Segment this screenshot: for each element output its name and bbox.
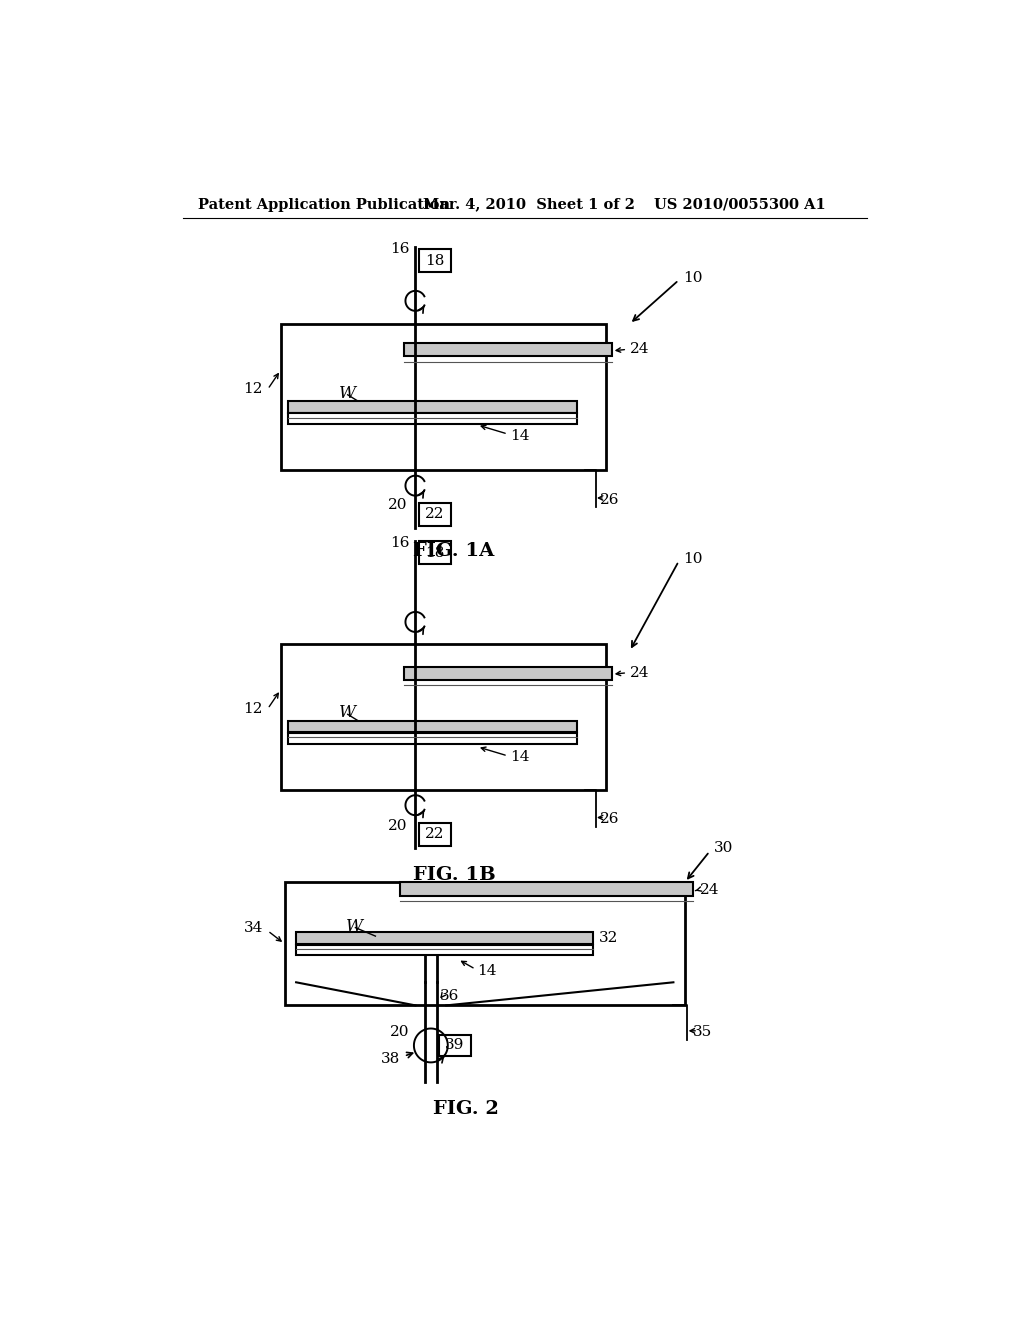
Text: FIG. 1A: FIG. 1A — [414, 543, 495, 560]
Text: 35: 35 — [692, 1026, 712, 1039]
Text: 38: 38 — [381, 1052, 400, 1067]
Text: 14: 14 — [477, 964, 497, 978]
Text: 22: 22 — [425, 828, 444, 841]
Bar — [289, 401, 578, 412]
Text: 14: 14 — [510, 751, 529, 764]
Bar — [296, 932, 593, 944]
Text: US 2010/0055300 A1: US 2010/0055300 A1 — [654, 198, 826, 211]
Text: 22: 22 — [425, 507, 444, 521]
Bar — [296, 945, 593, 956]
Bar — [403, 667, 611, 680]
Bar — [419, 249, 451, 272]
Text: 26: 26 — [600, 492, 620, 507]
Text: 10: 10 — [683, 271, 702, 285]
Text: Patent Application Publication: Patent Application Publication — [199, 198, 451, 211]
Text: 16: 16 — [390, 536, 410, 550]
Bar — [289, 733, 578, 743]
Text: 39: 39 — [445, 1039, 465, 1052]
Text: 24: 24 — [630, 342, 649, 356]
Text: 34: 34 — [244, 921, 263, 936]
Text: 10: 10 — [683, 552, 702, 566]
Text: FIG. 2: FIG. 2 — [432, 1101, 499, 1118]
Text: 12: 12 — [244, 702, 263, 715]
Text: 24: 24 — [700, 883, 720, 896]
Text: 16: 16 — [390, 243, 410, 256]
Text: 20: 20 — [388, 498, 408, 512]
Text: W: W — [339, 384, 355, 401]
Text: W: W — [346, 917, 364, 935]
Bar — [281, 323, 606, 470]
Text: 18: 18 — [425, 253, 444, 268]
Text: 20: 20 — [388, 818, 408, 833]
Text: 20: 20 — [390, 1026, 410, 1039]
Bar — [419, 541, 451, 564]
Bar — [403, 343, 611, 356]
Text: 14: 14 — [510, 429, 529, 442]
Bar — [281, 644, 606, 789]
Text: 32: 32 — [599, 932, 618, 945]
Text: 18: 18 — [425, 545, 444, 560]
Bar — [289, 413, 578, 424]
Text: W: W — [339, 705, 355, 721]
Text: 12: 12 — [244, 383, 263, 396]
Text: Mar. 4, 2010  Sheet 1 of 2: Mar. 4, 2010 Sheet 1 of 2 — [423, 198, 635, 211]
Text: 26: 26 — [600, 812, 620, 826]
Text: 36: 36 — [440, 989, 460, 1003]
Bar — [438, 1035, 471, 1056]
Bar — [419, 503, 451, 525]
Text: FIG. 1B: FIG. 1B — [413, 866, 496, 883]
Bar — [285, 882, 685, 1006]
Bar — [419, 822, 451, 846]
Bar — [289, 721, 578, 733]
Text: 30: 30 — [714, 841, 733, 854]
Text: 24: 24 — [630, 665, 649, 680]
Bar — [400, 882, 692, 896]
